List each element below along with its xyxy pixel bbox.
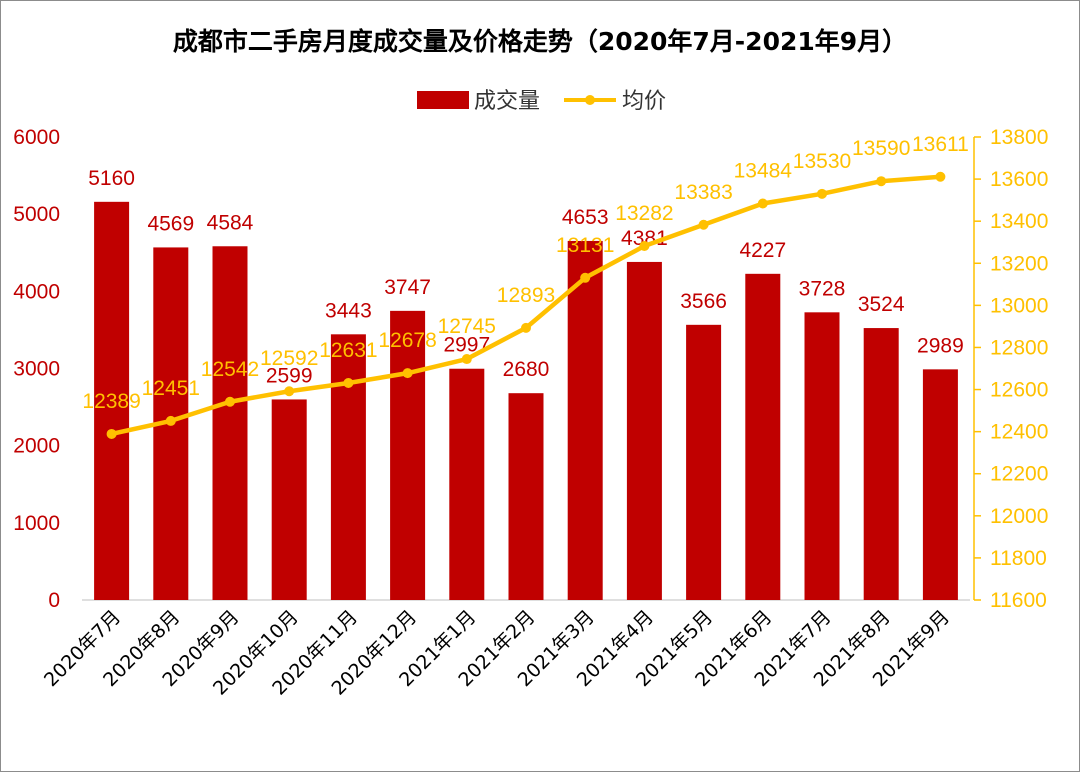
bar-data-label: 3747	[384, 276, 431, 299]
y-right-tick-label: 12200	[990, 463, 1048, 486]
price-data-label: 12542	[201, 358, 259, 381]
y-right-tick-label: 13000	[990, 294, 1048, 317]
bar	[212, 246, 248, 600]
y-right-tick-label: 12000	[990, 505, 1048, 528]
bar	[686, 324, 722, 600]
legend-label-volume: 成交量	[474, 89, 540, 114]
y-left-tick-label: 6000	[13, 126, 60, 149]
bar-data-label: 4653	[562, 206, 609, 229]
bar-data-label: 2680	[503, 358, 550, 381]
bar	[449, 368, 485, 600]
bar	[863, 328, 899, 600]
bar	[626, 261, 662, 600]
bar	[330, 334, 366, 600]
price-data-label: 13530	[793, 150, 851, 173]
bar	[804, 312, 840, 600]
bar-data-label: 4227	[739, 239, 786, 262]
price-point	[165, 415, 176, 426]
price-data-label: 13282	[615, 202, 673, 225]
price-data-label: 13611	[912, 133, 969, 156]
price-data-label: 12678	[378, 329, 436, 352]
price-point	[876, 176, 887, 187]
y-left-tick-label: 4000	[13, 280, 60, 303]
y-right-tick-label: 12400	[990, 421, 1048, 444]
bar-data-label: 4584	[207, 211, 254, 234]
price-data-label: 12451	[142, 377, 200, 400]
y-right-tick-label: 13800	[990, 126, 1048, 149]
bar-data-label: 3443	[325, 299, 372, 322]
y-right-tick-label: 11800	[990, 547, 1047, 570]
bar-data-label: 2989	[917, 334, 964, 357]
legend-label-price: 均价	[622, 89, 666, 114]
bar-data-label: 3524	[858, 293, 905, 316]
legend: 成交量 均价	[417, 89, 666, 114]
bar	[567, 240, 603, 601]
price-point	[461, 354, 472, 365]
price-data-label: 12745	[438, 315, 496, 338]
y-right-tick-label: 12800	[990, 336, 1048, 359]
price-point	[580, 272, 591, 283]
bar	[94, 201, 130, 600]
y-right-tick-label: 13400	[990, 210, 1048, 233]
y-right-tick-label: 13200	[990, 252, 1048, 275]
bar	[271, 399, 307, 600]
bar-data-label: 3566	[680, 290, 727, 313]
price-data-label: 13131	[556, 234, 614, 257]
price-data-label: 13484	[734, 160, 793, 183]
price-point	[639, 241, 650, 252]
chart-title: 成都市二手房月度成交量及价格走势（2020年7月-2021年9月）	[173, 27, 907, 56]
y-right-tick-label: 13600	[990, 168, 1048, 191]
bar-data-label: 5160	[88, 167, 135, 190]
price-data-label: 12389	[82, 390, 140, 413]
y-left-tick-label: 5000	[13, 203, 60, 226]
legend-swatch-bar	[417, 91, 469, 109]
price-point	[817, 188, 827, 199]
price-point	[757, 198, 768, 209]
y-right-tick-label: 11600	[990, 589, 1047, 612]
y-left-tick-label: 1000	[13, 512, 60, 535]
y-left-tick-label: 3000	[13, 358, 60, 381]
price-point	[698, 219, 709, 230]
y-right-tick-label: 12600	[990, 379, 1048, 402]
price-point	[935, 171, 946, 182]
bar	[390, 310, 426, 600]
bar-data-label: 4569	[147, 212, 194, 235]
bar-data-label: 2599	[266, 364, 313, 387]
bar-data-label: 3728	[799, 277, 846, 300]
price-data-label: 12893	[497, 284, 555, 307]
price-data-label: 13383	[674, 181, 732, 204]
plot-area: 0 1000 2000 3000 4000 5000 6000 11600 11800 12000…	[13, 126, 1048, 700]
y-left-tick-label: 0	[48, 589, 60, 612]
price-point	[106, 428, 117, 439]
y-left-tick-label: 2000	[13, 435, 60, 458]
price-data-label: 12592	[260, 347, 318, 370]
bar	[922, 369, 958, 600]
price-point	[225, 396, 235, 407]
price-point	[343, 378, 354, 389]
bar	[745, 273, 781, 600]
bar	[508, 393, 544, 600]
price-data-label: 13590	[852, 137, 910, 160]
price-point	[521, 322, 531, 333]
legend-swatch-marker	[585, 95, 595, 105]
price-point	[402, 368, 413, 379]
price-data-label: 12631	[319, 339, 377, 362]
price-point	[284, 386, 295, 397]
